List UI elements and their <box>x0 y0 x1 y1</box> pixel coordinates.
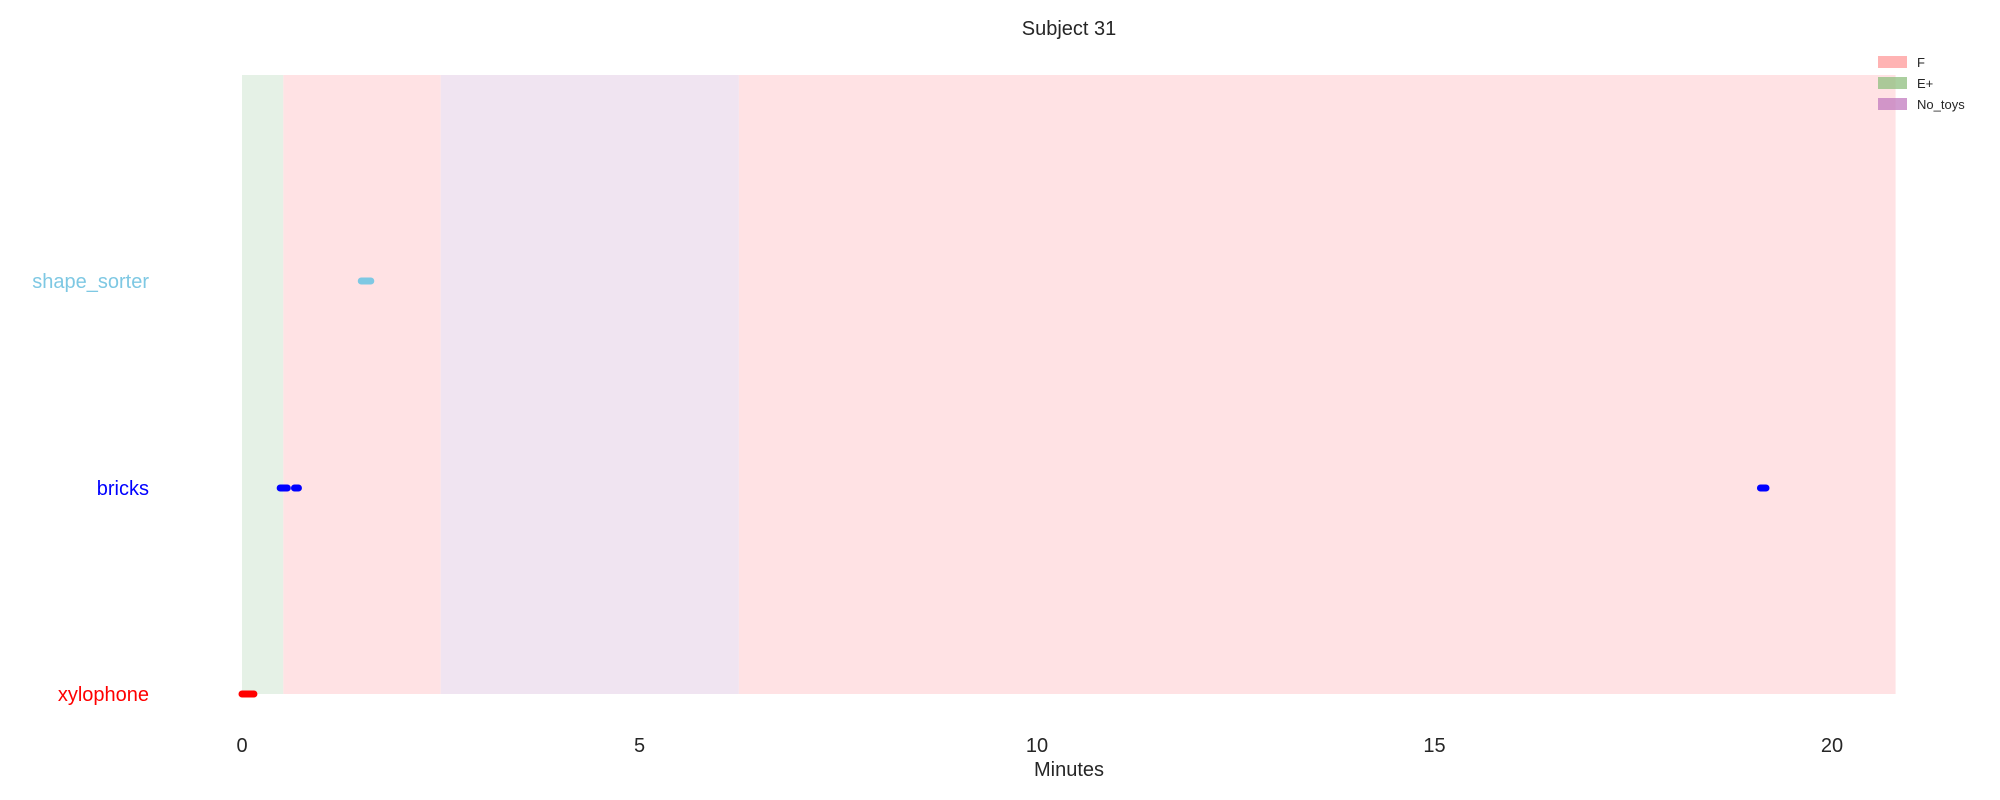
x-tick-label-5: 5 <box>634 735 645 757</box>
phase-band-1 <box>283 75 441 694</box>
legend-label-2: No_toys <box>1917 97 1965 112</box>
x-tick-label-20: 20 <box>1821 735 1843 757</box>
y-label-bricks: bricks <box>97 478 149 500</box>
phase-band-3 <box>738 75 1896 694</box>
chart-title: Subject 31 <box>1022 18 1117 40</box>
x-ticks: 0 5 10 15 20 <box>236 735 1843 757</box>
x-tick-label-15: 15 <box>1423 735 1445 757</box>
phase-band-0 <box>242 75 284 694</box>
event-marks <box>238 277 1770 698</box>
y-label-shape_sorter: shape_sorter <box>32 271 149 293</box>
legend-swatch-0 <box>1878 56 1907 68</box>
legend-label-1: E+ <box>1917 76 1933 91</box>
legend-swatch-2 <box>1878 98 1907 110</box>
x-axis-label: Minutes <box>1034 759 1104 781</box>
legend-swatch-1 <box>1878 77 1907 89</box>
x-tick-label-10: 10 <box>1026 735 1048 757</box>
legend: F E+ No_toys <box>1878 55 1965 112</box>
legend-label-0: F <box>1917 55 1925 70</box>
phase-band-2 <box>440 75 739 694</box>
x-tick-label-0: 0 <box>236 735 247 757</box>
y-label-xylophone: xylophone <box>58 684 149 706</box>
y-labels: xylophone bricks shape_sorter <box>32 271 149 706</box>
phase-bands <box>242 75 1896 694</box>
